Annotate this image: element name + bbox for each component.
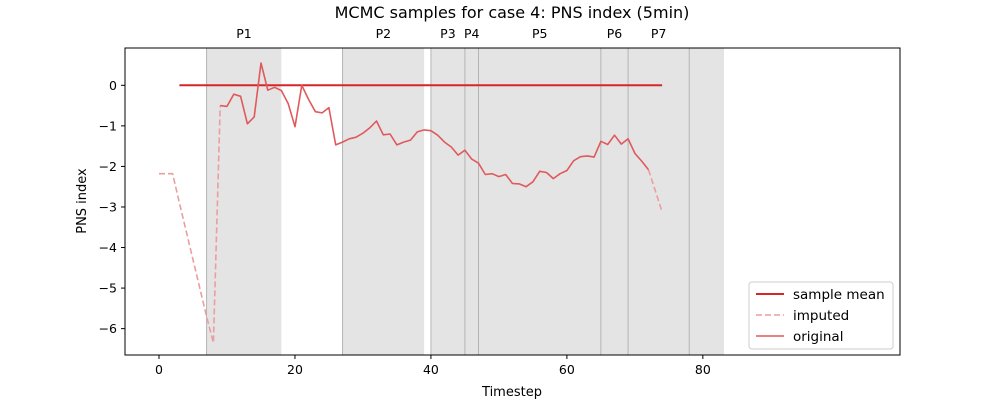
legend-label: original: [793, 329, 843, 345]
x-tick-label: 80: [695, 362, 711, 377]
x-tick-label: 0: [155, 362, 163, 377]
phase-band: [342, 48, 425, 355]
x-axis-title: Timestep: [481, 385, 542, 400]
phase-label: P1: [236, 26, 252, 41]
y-tick-label: −5: [99, 281, 117, 296]
phase-band: [600, 48, 629, 355]
phase-band: [430, 48, 465, 355]
phase-bands: P1 P2 P3 P4 P5 P6 P7: [206, 26, 724, 355]
phase-band: [464, 48, 479, 355]
legend: sample mean imputed original: [748, 281, 894, 350]
phase-band: [628, 48, 690, 355]
phase-label: P3: [440, 26, 456, 41]
legend-box: [748, 281, 894, 350]
y-tick-label: −3: [99, 199, 117, 214]
chart-title: MCMC samples for case 4: PNS index (5min…: [335, 3, 690, 22]
phase-band: [478, 48, 601, 355]
series-line-imputed: [159, 105, 221, 344]
y-axis-title: PNS index: [75, 168, 90, 234]
legend-label: imputed: [793, 308, 849, 324]
y-tick-label: 0: [109, 78, 117, 93]
phase-label: P4: [464, 26, 480, 41]
y-tick-label: −6: [99, 321, 117, 336]
axes: 0 20 40 60 80 0 −1 −2 −3 −4 −5 −6: [99, 78, 711, 377]
phase-label: P5: [532, 26, 548, 41]
series-line-original: [220, 62, 650, 188]
phase-label: P6: [607, 26, 623, 41]
phase-band: [689, 48, 724, 355]
phase-label: P2: [376, 26, 392, 41]
series-line-imputed: [647, 169, 663, 213]
y-tick-label: −2: [99, 159, 117, 174]
y-tick-label: −1: [99, 118, 117, 133]
x-tick-label: 60: [559, 362, 575, 377]
phase-label: P7: [651, 26, 667, 41]
series-lines: [159, 62, 663, 344]
legend-label: sample mean: [793, 287, 885, 303]
y-tick-label: −4: [99, 240, 117, 255]
phase-band: [206, 48, 282, 355]
x-tick-label: 20: [287, 362, 303, 377]
plot-frame: [124, 47, 901, 356]
x-tick-label: 40: [423, 362, 439, 377]
